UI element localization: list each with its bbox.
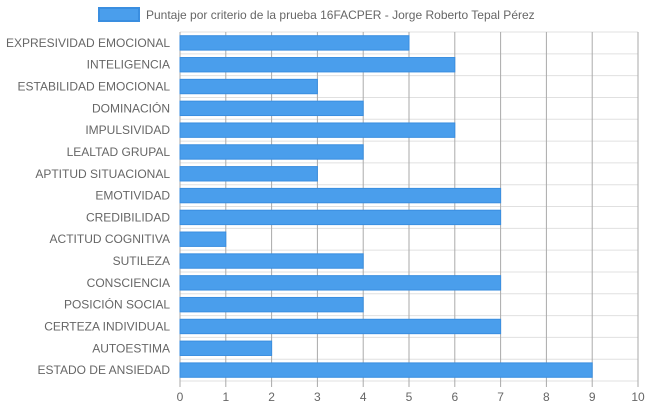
- category-label: APTITUD SITUACIONAL: [35, 167, 170, 181]
- x-tick-label: 5: [406, 390, 413, 404]
- x-tick-label: 7: [497, 390, 504, 404]
- bar[interactable]: [179, 57, 456, 73]
- category-label: DOMINACIÓN: [92, 100, 170, 115]
- category-label: POSICIÓN SOCIAL: [64, 297, 170, 312]
- bar[interactable]: [179, 296, 364, 313]
- category-label: ACTITUD COGNITIVA: [50, 232, 170, 246]
- category-label: EMOTIVIDAD: [95, 189, 170, 203]
- bar[interactable]: [179, 122, 456, 138]
- x-tick-label: 4: [360, 390, 367, 404]
- bar[interactable]: [179, 187, 502, 204]
- category-label: ESTADO DE ANSIEDAD: [38, 363, 171, 377]
- category-axis-labels: EXPRESIVIDAD EMOCIONAL INTELIGENCIA ESTABI…: [6, 36, 170, 377]
- bar[interactable]: [179, 100, 364, 117]
- category-label: SUTILEZA: [113, 254, 170, 268]
- x-tick-label: 0: [177, 390, 184, 404]
- category-label: EXPRESIVIDAD EMOCIONAL: [6, 36, 170, 50]
- bar[interactable]: [179, 253, 364, 269]
- x-tick-label: 10: [631, 390, 645, 404]
- category-label: CREDIBILIDAD: [86, 210, 170, 224]
- category-label: ESTABILIDAD EMOCIONAL: [18, 80, 171, 94]
- bar[interactable]: [179, 166, 318, 182]
- x-tick-label: 9: [589, 390, 596, 404]
- category-label: CONSCIENCIA: [87, 276, 170, 290]
- bar[interactable]: [179, 362, 593, 378]
- bar[interactable]: [179, 275, 502, 291]
- bar[interactable]: [179, 35, 410, 51]
- value-axis-labels: 0 1 2 3 4 5 6 7 8 9 10: [177, 390, 645, 404]
- chart-legend[interactable]: Puntaje por criterio de la prueba 16FACP…: [98, 7, 535, 22]
- legend-swatch: [98, 7, 140, 22]
- legend-label: Puntaje por criterio de la prueba 16FACP…: [146, 8, 535, 22]
- bar[interactable]: [179, 209, 502, 226]
- x-tick-label: 3: [314, 390, 321, 404]
- bar[interactable]: [179, 318, 502, 335]
- chart-bars: [179, 35, 593, 378]
- category-label: INTELIGENCIA: [87, 58, 170, 72]
- bar[interactable]: [179, 340, 273, 356]
- category-label: LEALTAD GRUPAL: [67, 145, 171, 159]
- bar[interactable]: [179, 78, 318, 95]
- x-tick-label: 2: [268, 390, 275, 404]
- category-label: AUTOESTIMA: [92, 341, 170, 355]
- category-label: CERTEZA INDIVIDUAL: [44, 319, 170, 333]
- bar[interactable]: [179, 231, 227, 247]
- bar[interactable]: [179, 144, 364, 160]
- category-label: IMPULSIVIDAD: [85, 123, 170, 137]
- x-tick-label: 8: [543, 390, 550, 404]
- x-tick-label: 1: [222, 390, 229, 404]
- x-tick-label: 6: [451, 390, 458, 404]
